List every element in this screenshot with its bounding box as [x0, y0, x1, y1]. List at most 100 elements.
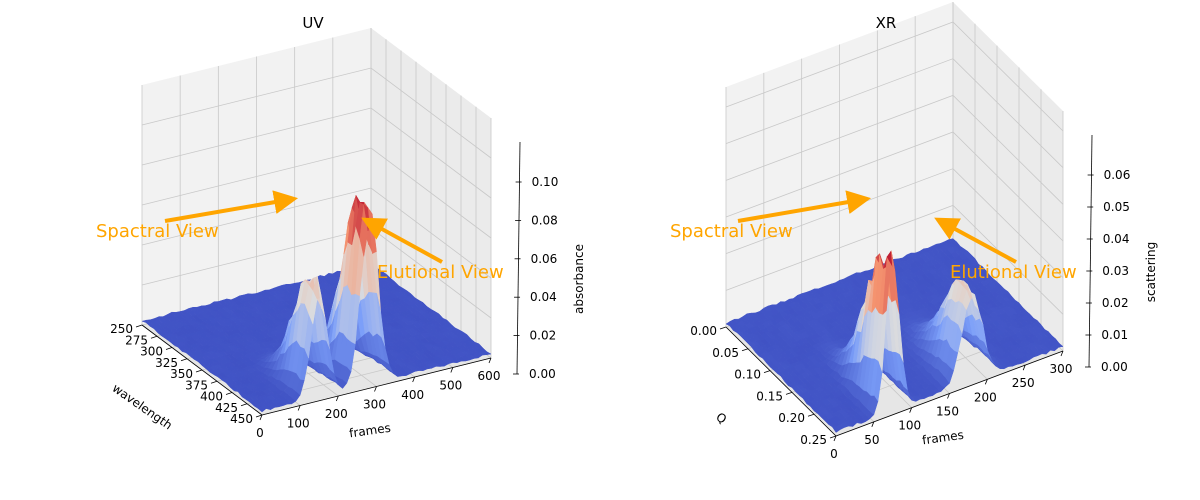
xr-annotation-label: Spactral View: [670, 221, 793, 242]
xr-grid-line: [725, 94, 1064, 205]
xr-panel: 0 50 100 150 200 250 300 0.00 0.05 0.10 0.15 0.20 0.…: [670, 2, 1158, 461]
uv-x-tick-label: 375: [185, 378, 208, 392]
xr-grid-line: [725, 58, 1064, 168]
xr-x-tick-label: 0.05: [712, 346, 739, 360]
xr-x-tick: [785, 392, 793, 395]
xr-z-axis: [1088, 134, 1093, 368]
xr-frames-tick: [1060, 350, 1064, 357]
xr-frames-tick: [833, 435, 837, 442]
xr-frames-tick-label: 250: [1012, 376, 1035, 390]
uv-surface-patch: [482, 351, 492, 355]
uv-x-tick: [210, 380, 218, 384]
uv-x-label: wavelength: [110, 381, 175, 433]
uv-x-tick: [225, 392, 233, 395]
uv-frames-tick-label: 600: [478, 369, 501, 383]
uv-x-tick-label: 425: [215, 401, 238, 415]
uv-x-tick-label: 350: [170, 367, 193, 381]
xr-annotation-arrow: [934, 217, 1017, 264]
uv-frames-tick: [259, 414, 263, 421]
xr-z-tick-label: 0.02: [1102, 296, 1129, 310]
xr-frames-tick-label: 200: [974, 390, 997, 404]
xr-z-tick-label: 0.04: [1103, 232, 1130, 246]
uv-frames-label: frames: [348, 421, 391, 441]
xr-frames-tick: [984, 379, 988, 385]
xr-x-tick: [741, 348, 749, 352]
uv-frames-tick-label: 500: [439, 379, 462, 393]
uv-frames-tick-label: 300: [363, 398, 386, 412]
xr-surface: [725, 238, 1064, 433]
uv-frames-tick-label: 100: [287, 417, 310, 431]
xr-frames-tick-label: 0: [830, 447, 838, 461]
xr-x-axis: [725, 326, 837, 437]
uv-grid-line: [141, 187, 492, 279]
xr-z-tick-label: 0.01: [1101, 328, 1128, 342]
uv-x-tick: [165, 347, 173, 350]
xr-frames-label: frames: [921, 428, 964, 448]
xr-z-label: scattering: [1144, 242, 1158, 303]
uv-grid-line: [141, 67, 492, 159]
xr-grid-line: [725, 204, 1064, 315]
uv-x-tick: [150, 335, 158, 339]
uv-x-tick-label: 400: [200, 390, 223, 404]
xr-z-tick-label: 0.03: [1102, 264, 1129, 278]
uv-x-tick-label: 450: [230, 412, 253, 426]
xr-x-tick-label: 0.00: [690, 324, 717, 338]
xr-x-tick: [829, 435, 837, 439]
uv-grid-line: [141, 147, 492, 239]
uv-frames-tick-label: 400: [401, 388, 424, 402]
uv-panel: 0100200300400500600250275300325350375400…: [96, 14, 586, 440]
xr-frames-tick-label: 300: [1050, 362, 1073, 376]
xr-frames-tick: [909, 407, 913, 413]
xr-x-tick: [807, 413, 815, 417]
xr-x-tick-label: 0.10: [734, 368, 761, 382]
uv-x-tick: [255, 414, 263, 418]
xr-annotation-label: Elutional View: [950, 262, 1077, 283]
xr-frames-tick-label: 100: [898, 419, 921, 433]
uv-annotation-label: Elutional View: [377, 262, 504, 283]
xr-x-tick-label: 0.15: [756, 389, 783, 403]
xr-x-tick: [763, 370, 771, 373]
xr-x-tick-label: 0.20: [778, 411, 805, 425]
xr-surface-patch: [1054, 343, 1064, 348]
xr-grid-line: [725, 168, 1064, 278]
uv-annotation-label: Spactral View: [96, 221, 219, 242]
xr-x-tick: [719, 326, 727, 330]
uv-frames-tick: [297, 405, 301, 411]
uv-axes: [135, 141, 522, 421]
uv-x-tick: [180, 358, 188, 362]
uv-annotation-arrow: [164, 190, 299, 223]
uv-z-tick-label: 0.02: [530, 329, 557, 343]
uv-frames-tick-label: 200: [325, 407, 348, 421]
uv-x-tick: [135, 324, 143, 328]
uv-z-tick-label: 0.08: [531, 213, 558, 227]
uv-x-tick-label: 300: [140, 345, 163, 359]
xr-z-tick-label: 0.05: [1103, 200, 1130, 214]
uv-z-tick-label: 0.00: [529, 367, 556, 381]
uv-annotation-arrow: [361, 217, 443, 264]
xr-x-tick-label: 0.25: [800, 433, 827, 447]
xr-frames-tick: [1022, 365, 1026, 371]
uv-x-tick: [195, 369, 203, 373]
uv-title: UV: [302, 14, 324, 32]
uv-frames-tick-label: 0: [256, 426, 264, 440]
uv-z-label: absorbance: [572, 244, 586, 314]
uv-frames-tick: [335, 395, 339, 402]
xr-frames-tick-label: 150: [936, 405, 959, 419]
uv-x-tick: [240, 403, 248, 407]
uv-frames-tick: [374, 386, 377, 392]
xr-frames-tick: [871, 421, 875, 427]
uv-z-tick-label: 0.10: [532, 175, 559, 189]
uv-frames-tick: [488, 357, 492, 364]
xr-z-tick-label: 0.06: [1104, 168, 1131, 182]
xr-title: XR: [876, 14, 897, 32]
uv-grid-line: [141, 107, 492, 199]
xr-frames-tick-label: 50: [864, 433, 879, 447]
uv-z-axis: [516, 141, 521, 375]
uv-surface: [141, 194, 492, 413]
uv-frames-tick: [412, 376, 416, 383]
xr-grid-line: [725, 131, 1064, 242]
uv-x-tick-label: 275: [125, 333, 148, 347]
xr-side-pane: [953, 2, 1063, 351]
